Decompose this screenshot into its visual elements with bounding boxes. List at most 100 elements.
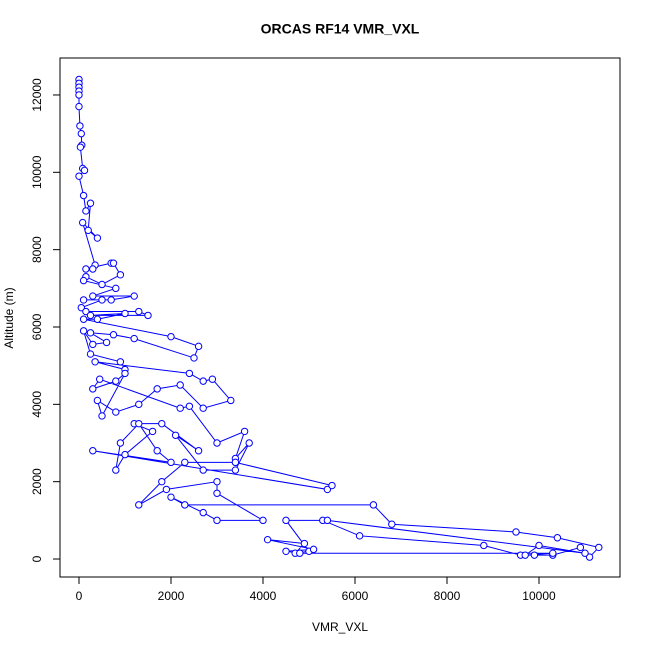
data-point xyxy=(158,477,166,486)
data-point xyxy=(89,385,97,393)
data-point xyxy=(95,375,104,383)
data-point xyxy=(213,516,221,525)
data-point xyxy=(369,501,378,509)
data-point xyxy=(130,292,138,300)
data-point xyxy=(109,259,118,267)
data-point xyxy=(167,332,175,341)
data-point xyxy=(181,501,189,509)
data-point xyxy=(148,427,157,436)
data-point xyxy=(259,516,267,525)
data-point xyxy=(512,528,520,536)
data-point xyxy=(521,551,529,559)
data-point xyxy=(153,447,161,455)
data-point xyxy=(227,396,235,405)
data-point xyxy=(185,369,194,378)
data-point xyxy=(176,404,184,412)
data-point xyxy=(181,458,189,467)
data-point xyxy=(135,400,143,409)
x-tick-label: 0 xyxy=(76,589,83,603)
y-tick-label: 8000 xyxy=(30,236,44,263)
data-point xyxy=(323,485,332,494)
data-point xyxy=(480,541,488,550)
data-point xyxy=(144,311,152,320)
x-tick-label: 6000 xyxy=(342,589,369,603)
data-point xyxy=(77,303,85,312)
data-point xyxy=(93,234,102,242)
data-point xyxy=(323,516,332,525)
data-point xyxy=(89,292,97,300)
x-tick-label: 4000 xyxy=(250,589,277,603)
data-point xyxy=(199,377,207,385)
data-point xyxy=(121,369,129,378)
data-point xyxy=(121,309,129,318)
y-tick-label: 0 xyxy=(30,555,44,562)
data-point xyxy=(98,280,106,289)
data-point xyxy=(309,545,318,554)
data-point xyxy=(296,549,304,557)
data-point xyxy=(549,549,557,557)
data-point xyxy=(135,501,143,509)
data-point xyxy=(553,534,562,542)
data-point xyxy=(231,458,240,467)
data-point xyxy=(199,466,207,474)
data-point xyxy=(93,396,102,405)
data-point xyxy=(231,466,240,474)
data-point xyxy=(199,508,207,517)
data-point xyxy=(76,143,85,151)
data-point xyxy=(98,412,106,420)
data-line xyxy=(78,79,600,558)
data-point xyxy=(91,358,99,366)
data-point xyxy=(112,466,120,474)
data-point xyxy=(86,350,95,358)
data-point xyxy=(77,129,85,138)
data-point xyxy=(79,191,88,200)
data-point xyxy=(93,315,102,323)
data-point xyxy=(107,296,115,304)
data-point xyxy=(112,377,120,385)
data-point xyxy=(595,543,603,552)
data-point xyxy=(79,315,88,323)
data-point xyxy=(171,431,180,439)
data-point xyxy=(282,547,290,555)
x-axis-label: VMR_VXL xyxy=(312,620,368,634)
data-point xyxy=(82,265,90,273)
data-point xyxy=(79,276,88,285)
data-point xyxy=(79,296,88,304)
data-point xyxy=(576,543,585,552)
x-tick-label: 2000 xyxy=(158,589,185,603)
data-point xyxy=(213,489,221,497)
data-point xyxy=(76,122,84,130)
data-point xyxy=(194,342,203,351)
x-tick-label: 8000 xyxy=(434,589,461,603)
data-point xyxy=(355,532,364,540)
data-point xyxy=(185,402,194,410)
data-point xyxy=(82,207,90,215)
data-point xyxy=(581,549,589,557)
data-point xyxy=(167,458,175,467)
data-point xyxy=(79,327,88,335)
data-point xyxy=(86,199,95,207)
data-point xyxy=(75,172,83,180)
data-point xyxy=(263,535,272,544)
data-point xyxy=(89,265,97,273)
data-point xyxy=(208,375,217,383)
data-point xyxy=(75,91,83,99)
data-point xyxy=(116,358,125,366)
data-point xyxy=(82,307,90,316)
y-tick-label: 4000 xyxy=(30,391,44,418)
data-point xyxy=(388,520,396,528)
data-point xyxy=(130,334,138,343)
data-point xyxy=(240,427,249,436)
data-point xyxy=(86,311,95,320)
data-point xyxy=(109,331,118,339)
data-point xyxy=(282,516,290,525)
data-point xyxy=(80,166,89,175)
data-point xyxy=(86,329,95,337)
data-point xyxy=(194,447,203,455)
data-point xyxy=(78,218,87,227)
x-tick-label: 10000 xyxy=(522,589,556,603)
data-point xyxy=(167,493,175,501)
data-point xyxy=(153,385,161,393)
data-point xyxy=(116,271,125,279)
